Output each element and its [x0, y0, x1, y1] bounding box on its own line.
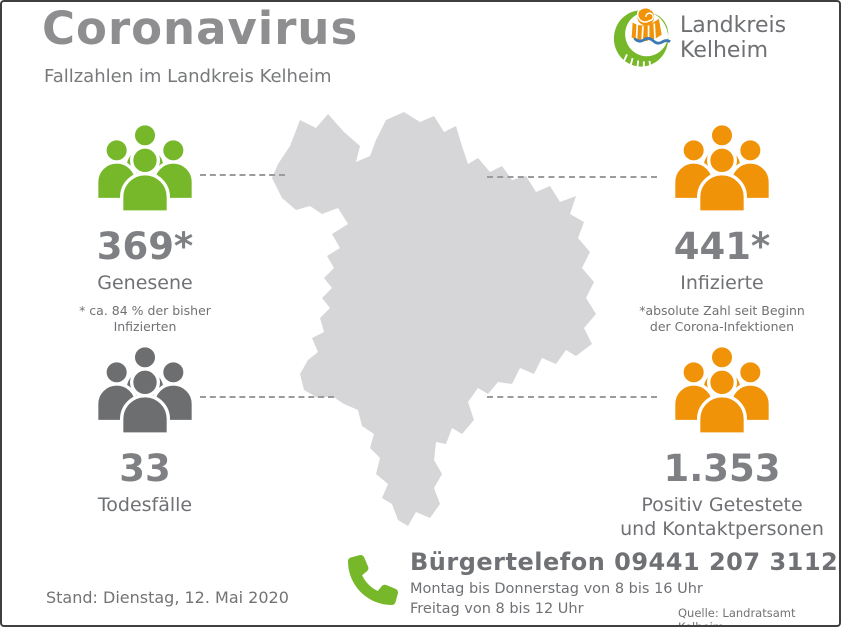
stat-footnote: * ca. 84 % der bisher Infizierten	[79, 302, 211, 334]
stat-value: 33	[119, 447, 171, 490]
stat-genesene: 369* Genesene * ca. 84 % der bisher Infi…	[25, 120, 265, 335]
people-group-icon	[95, 120, 195, 214]
stat-todesfaelle: 33 Todesfälle	[25, 342, 265, 518]
logo-line2: Kelheim	[680, 37, 768, 63]
hotline-title: Bürgertelefon 09441 207 3112	[410, 548, 839, 576]
stat-label: Positiv Getestete und Kontaktpersonen	[620, 493, 824, 540]
connector-line-top-right	[487, 176, 657, 178]
connector-line-top-left	[200, 174, 285, 176]
source-credit: Quelle: Landratsamt Kelheim	[678, 606, 796, 627]
people-group-icon	[672, 342, 772, 436]
stat-positiv-getestete: 1.353 Positiv Getestete und Kontaktperso…	[602, 342, 839, 541]
stat-label: Genesene	[97, 271, 193, 294]
connector-line-bottom-right	[487, 396, 657, 398]
stat-infizierte: 441* Infizierte *absolute Zahl seit Begi…	[602, 120, 839, 335]
landkreis-kelheim-logo: Landkreis Kelheim	[612, 6, 786, 69]
people-group-icon	[672, 120, 772, 214]
stat-footnote: *absolute Zahl seit Beginn der Corona-In…	[639, 302, 805, 334]
page-title: Coronavirus	[42, 2, 359, 55]
page-subtitle: Fallzahlen im Landkreis Kelheim	[44, 66, 332, 87]
hotline-hours: Montag bis Donnerstag von 8 bis 16 Uhr F…	[410, 581, 703, 617]
hotline-block: Bürgertelefon 09441 207 3112 Montag bis …	[348, 548, 838, 619]
stat-label: Infizierte	[680, 271, 764, 294]
landkreis-kelheim-logo-icon	[613, 6, 671, 69]
stat-value: 369*	[96, 225, 194, 268]
status-date: Stand: Dienstag, 12. Mai 2020	[46, 588, 289, 607]
logo-text: Landkreis Kelheim	[680, 13, 786, 63]
logo-line1: Landkreis	[680, 12, 787, 38]
stat-value: 1.353	[663, 447, 781, 490]
stat-value: 441*	[673, 225, 771, 268]
people-group-icon	[95, 342, 195, 436]
logo-green-stripes	[622, 53, 652, 69]
connector-line-bottom-left	[200, 396, 334, 398]
logo-wave	[633, 37, 671, 45]
hotline-text: Bürgertelefon 09441 207 3112 Montag bis …	[410, 548, 838, 619]
phone-icon	[348, 555, 398, 605]
stat-label: Todesfälle	[97, 493, 193, 516]
district-map-silhouette	[272, 112, 596, 526]
